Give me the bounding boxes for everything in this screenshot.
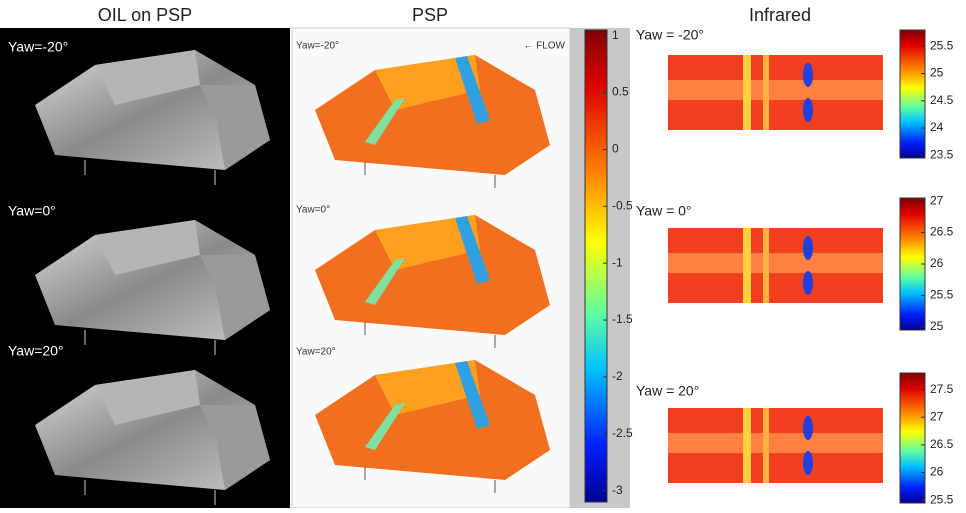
colorbar-tick-label: 27 bbox=[930, 409, 944, 423]
colorbar-tick-label: -3 bbox=[612, 483, 623, 497]
flow-label: ← FLOW bbox=[523, 41, 565, 52]
panel-title: OIL on PSP bbox=[98, 5, 192, 25]
colorbar-tick-label: -2 bbox=[612, 369, 623, 383]
colorbar-tick-label: 27.5 bbox=[930, 382, 954, 396]
yaw-label: Yaw = 0° bbox=[636, 203, 692, 219]
colorbar-tick-label: 24.5 bbox=[930, 93, 954, 107]
ir-colorbar bbox=[899, 29, 926, 159]
colorbar-tick-label: 0 bbox=[612, 142, 619, 156]
colorbar-tick-label: 25 bbox=[930, 319, 944, 333]
panel-title: PSP bbox=[412, 5, 448, 25]
colorbar-tick-label: 26.5 bbox=[930, 225, 954, 239]
colorbar-tick-label: -1.5 bbox=[612, 312, 633, 326]
yaw-label: Yaw = -20° bbox=[636, 27, 704, 43]
colorbar-tick-label: -1 bbox=[612, 255, 623, 269]
ir-colorbar bbox=[899, 372, 926, 504]
colorbar-tick-label: 26.5 bbox=[930, 437, 954, 451]
ir-image bbox=[668, 228, 883, 303]
colorbar-tick-label: 24 bbox=[930, 120, 944, 134]
ir-colorbar bbox=[899, 197, 926, 331]
yaw-label: Yaw=-20° bbox=[296, 41, 339, 52]
yaw-label: Yaw=0° bbox=[296, 205, 330, 216]
colorbar-tick-label: 25.5 bbox=[930, 288, 954, 302]
yaw-label: Yaw=20° bbox=[8, 343, 64, 359]
yaw-label: Yaw=-20° bbox=[8, 39, 68, 55]
colorbar-tick-label: 25.5 bbox=[930, 492, 954, 506]
yaw-label: Yaw = 20° bbox=[636, 383, 699, 399]
panel-title: Infrared bbox=[749, 5, 811, 25]
colorbar-tick-label: -0.5 bbox=[612, 198, 633, 212]
colorbar-tick-label: 0.5 bbox=[612, 85, 629, 99]
colorbar-tick-label: 23.5 bbox=[930, 147, 954, 161]
yaw-label: Yaw=20° bbox=[296, 347, 336, 358]
colorbar-tick-label: 25 bbox=[930, 66, 944, 80]
colorbar-tick-label: 26 bbox=[930, 465, 944, 479]
colorbar-tick-label: 1 bbox=[612, 28, 619, 42]
ir-image bbox=[668, 55, 883, 130]
colorbar-tick-label: 25.5 bbox=[930, 39, 954, 53]
colorbar-tick-label: 26 bbox=[930, 256, 944, 270]
colorbar-tick-label: 27 bbox=[930, 193, 944, 207]
yaw-label: Yaw=0° bbox=[8, 203, 56, 219]
ir-image bbox=[668, 408, 883, 483]
psp-colorbar bbox=[584, 29, 608, 503]
colorbar-tick-label: -2.5 bbox=[612, 426, 633, 440]
